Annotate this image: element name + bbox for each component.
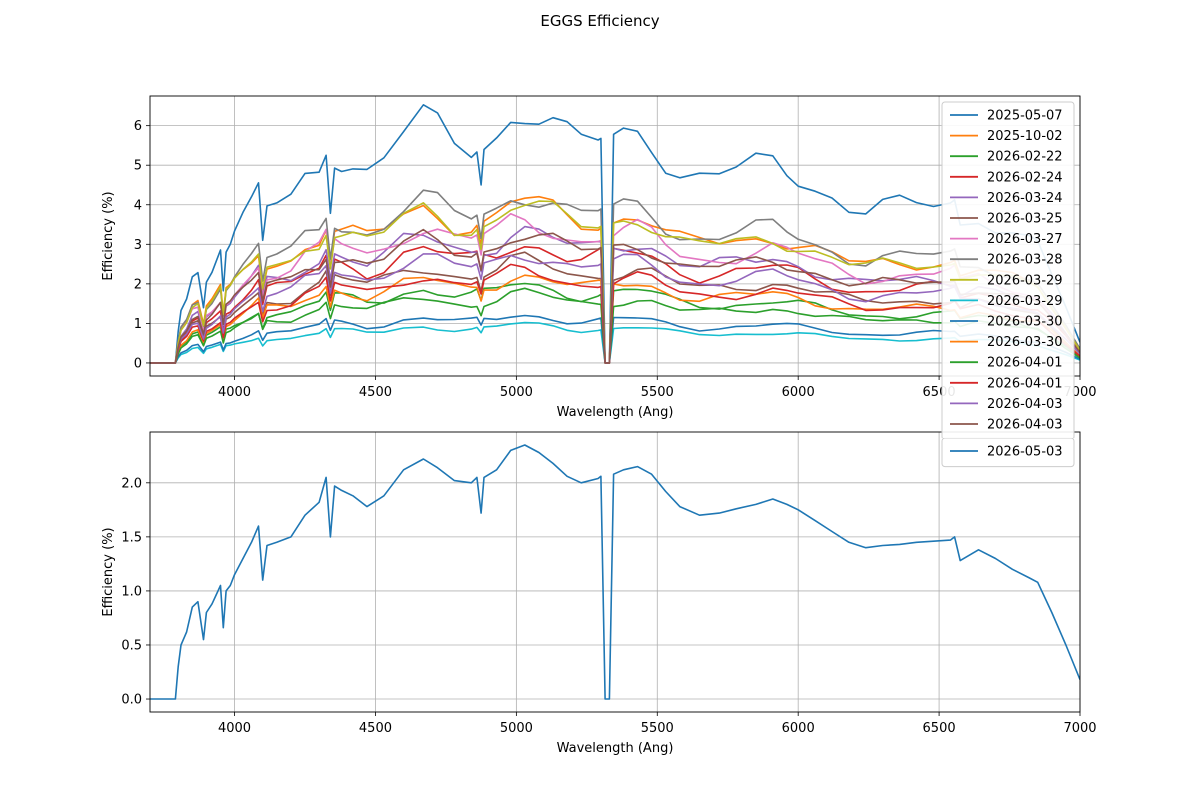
series-line [150, 104, 1080, 364]
top-axes: 4000 4500 5000 5500 6000 6500 70000123456Wavel… [101, 95, 1097, 420]
legend-entry-label: 2025-10-02 [987, 129, 1063, 144]
y-tick-label: 5 [134, 159, 142, 174]
legend-entry-label: 2026-04-01 [987, 376, 1063, 391]
series-line [150, 253, 1080, 364]
legend-entry-label: 2026-02-22 [987, 150, 1063, 165]
series-line [150, 314, 1080, 364]
legend-entry-label: 2026-03-30 [987, 315, 1063, 330]
series-line [150, 200, 1080, 364]
x-tick-label: 6500 [923, 721, 956, 736]
axes-frame [149, 95, 1081, 377]
series-line [150, 251, 1080, 364]
x-tick-label: 4500 [359, 385, 392, 400]
y-tick-label: 1.5 [121, 530, 142, 545]
x-tick-label: 5000 [500, 385, 533, 400]
legend-entry-label: 2026-04-03 [987, 397, 1063, 412]
y-tick-label: 6 [134, 119, 142, 134]
legend-entry-label: 2026-02-24 [987, 170, 1063, 185]
x-axis-label: Wavelength (Ang) [557, 405, 674, 420]
y-tick-label: 2.0 [121, 476, 142, 491]
legend-entry-label: 2026-04-03 [987, 418, 1063, 433]
x-tick-label: 6000 [782, 721, 815, 736]
bottom-axes: 4000 4500 5000 5500 6000 6500 7000 0.0 0.5 1.0 1.5… [101, 431, 1097, 756]
grid-lines [150, 96, 1081, 376]
y-tick-label: 3 [134, 238, 142, 253]
series-line [150, 321, 1080, 364]
x-tick-label: 5500 [641, 385, 674, 400]
series-line [150, 228, 1080, 364]
x-tick-label: 4500 [359, 721, 392, 736]
legend-entry-label: 2025-05-07 [987, 109, 1063, 124]
legend-box [941, 101, 1075, 438]
axes-frame [149, 431, 1081, 713]
y-tick-label: 1.0 [121, 584, 142, 599]
series-group [150, 104, 1080, 364]
legend-entry-label: 2026-03-25 [987, 212, 1063, 227]
x-tick-label: 7000 [1063, 721, 1096, 736]
legend-entry-label: 2026-03-24 [987, 191, 1063, 206]
legend-entry-label: 2026-03-28 [987, 253, 1063, 268]
y-tick-label: 2 [134, 277, 142, 292]
x-tick-label: 4000 [218, 385, 251, 400]
legend-entry-label: 2026-04-01 [987, 356, 1063, 371]
legend-entry-label: 2026-03-29 [987, 294, 1063, 309]
series-line [150, 245, 1080, 364]
x-tick-label: 6000 [782, 385, 815, 400]
x-tick-label: 5000 [500, 721, 533, 736]
grid-lines [150, 432, 1081, 712]
figure-title: EGGS Efficiency [540, 12, 660, 30]
legend: 2026-05-03 [941, 437, 1075, 468]
series-line [150, 263, 1080, 364]
y-tick-label: 4 [134, 198, 142, 213]
legend: 2025-05-07 2025-10-02 2026-02-22 2026-02-24… [941, 101, 1075, 438]
series-group [150, 444, 1080, 700]
series-line [150, 287, 1080, 364]
series-line [150, 444, 1080, 700]
y-tick-label: 1 [134, 317, 142, 332]
y-axis-label: Efficiency (%) [101, 191, 116, 280]
x-axis-label: Wavelength (Ang) [557, 741, 674, 756]
legend-entry-label: 2026-03-29 [987, 273, 1063, 288]
legend-entry-label: 2026-05-03 [987, 445, 1063, 460]
series-line [150, 282, 1080, 364]
x-tick-label: 5500 [641, 721, 674, 736]
x-tick-label: 4000 [218, 721, 251, 736]
legend-entry-label: 2026-03-27 [987, 232, 1063, 247]
y-tick-label: 0 [134, 356, 142, 371]
y-tick-label: 0.0 [121, 693, 142, 708]
y-tick-label: 0.5 [121, 638, 142, 653]
series-line [150, 225, 1080, 364]
y-axis-label: Efficiency (%) [101, 527, 116, 616]
legend-entry-label: 2026-03-30 [987, 335, 1063, 350]
